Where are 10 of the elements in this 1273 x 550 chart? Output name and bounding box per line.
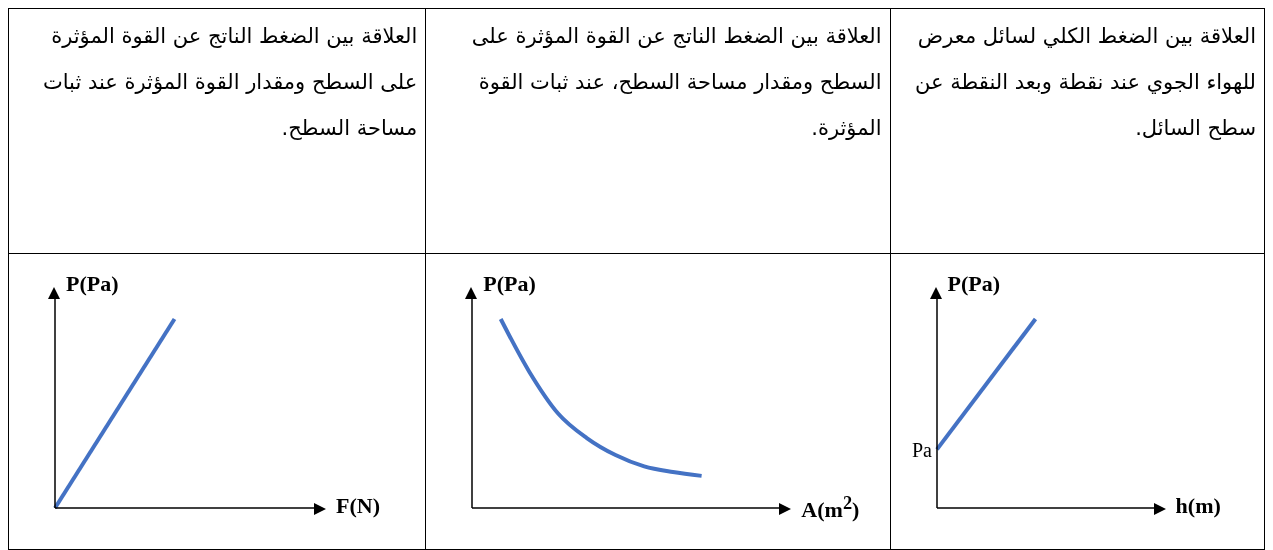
y-axis-title: P(Pa): [66, 271, 119, 296]
x-axis-title: h(m): [1175, 493, 1221, 518]
chart-title: العلاقة بين الضغط الناتج عن القوة المؤثرة على السطح ومقدار القوة المؤثرة عند ثبات مساحة السطح.: [9, 9, 426, 254]
y-axis-title: P(Pa): [947, 271, 1001, 296]
text: Pa: [911, 438, 932, 461]
chart-title: العلاقة بين الضغط الكلي لسائل معرض للهواء الجوي عند نقطة وبعد النقطة عن سطح السائل.: [890, 9, 1264, 254]
chart-title: العلاقة بين الضغط الناتج عن القوة المؤثرة على السطح ومقدار مساحة السطح، عند ثبات القوة المؤثرة.: [426, 9, 890, 254]
x-axis-title: A(m$^{2}$): [801, 493, 860, 523]
y-axis-title: P(Pa): [483, 271, 536, 296]
x-axis-title: F(N): [336, 493, 380, 518]
